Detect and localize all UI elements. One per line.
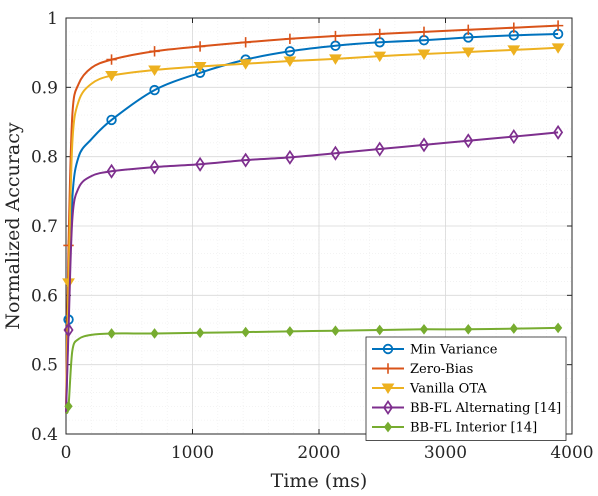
data-point: [330, 145, 341, 161]
data-point: [64, 400, 73, 412]
data-point: [148, 65, 161, 76]
x-tick-label: 1000: [171, 443, 214, 463]
legend-marker: [382, 343, 394, 355]
data-point: [150, 328, 159, 339]
data-point: [284, 149, 295, 165]
data-point: [240, 37, 251, 48]
data-point: [194, 41, 206, 52]
x-axis-title: Time (ms): [271, 470, 368, 492]
x-tick-label: 2000: [297, 443, 340, 463]
data-point: [418, 137, 430, 153]
legend-label: Zero-Bias: [410, 362, 473, 377]
legend-items: Min Variance Zero-Bias Vanilla OTA BB-FL Al…: [372, 343, 561, 436]
series-line: [65, 326, 559, 415]
axis-ticks: 0 1000 2000 3000 4000 0.4 0.5 0.6 0.7 0.8 0.9 1: [31, 9, 594, 463]
data-point: [551, 43, 565, 54]
data-point: [509, 323, 518, 334]
data-point: [374, 28, 385, 40]
y-tick-label: 0.9: [31, 78, 58, 98]
legend-entry: BB-FL Interior [14]: [372, 421, 537, 436]
data-point: [417, 49, 431, 61]
data-point: [418, 26, 430, 38]
series-3: [62, 43, 565, 414]
data-point: [508, 129, 519, 145]
series-layer: [62, 20, 565, 415]
data-point: [149, 46, 160, 57]
data-point: [107, 328, 116, 339]
data-point: [106, 114, 117, 126]
legend-marker: [381, 383, 395, 394]
data-point: [62, 278, 75, 289]
series-line: [65, 32, 559, 414]
y-tick-label: 0.7: [31, 217, 58, 237]
data-point: [373, 51, 387, 63]
data-point: [329, 54, 342, 65]
data-point: [375, 324, 384, 336]
x-tick-label: 4000: [550, 443, 593, 463]
data-point: [284, 33, 296, 44]
series-line: [65, 131, 559, 414]
legend-entry: Min Variance: [372, 343, 498, 358]
legend-label: BB-FL Alternating [14]: [410, 401, 561, 416]
legend-marker: [382, 399, 394, 416]
data-point: [508, 22, 520, 33]
data-point: [149, 159, 160, 175]
series-5: [64, 322, 563, 415]
data-point: [464, 323, 473, 335]
y-tick-label: 0.8: [31, 148, 58, 168]
data-point: [283, 56, 297, 67]
y-tick-label: 0.6: [31, 286, 58, 306]
series-4: [63, 124, 564, 414]
data-point: [106, 54, 117, 65]
data-point: [195, 327, 205, 339]
data-point: [331, 325, 340, 337]
y-tick-label: 0.5: [31, 356, 58, 376]
data-point: [284, 46, 296, 57]
data-point: [553, 322, 563, 334]
data-point: [374, 141, 385, 157]
data-point: [507, 45, 521, 56]
data-point: [240, 152, 251, 168]
data-point: [461, 47, 475, 58]
data-point: [106, 163, 117, 179]
legend-marker: [382, 363, 394, 374]
y-tick-label: 1: [47, 9, 58, 29]
data-point: [553, 124, 564, 140]
data-point: [463, 24, 474, 35]
legend-entry: BB-FL Alternating [14]: [372, 399, 561, 416]
data-point: [195, 156, 206, 172]
data-point: [241, 326, 250, 338]
data-point: [552, 20, 564, 31]
y-tick-label: 0.4: [31, 425, 58, 445]
data-point: [463, 133, 474, 149]
legend-entry: Vanilla OTA: [372, 382, 487, 397]
data-point: [239, 59, 253, 70]
data-point: [63, 322, 74, 338]
y-axis-title: Normalized Accuracy: [2, 122, 24, 329]
legend-label: BB-FL Interior [14]: [410, 421, 537, 436]
x-tick-label: 0: [61, 443, 72, 463]
series-2: [63, 20, 564, 414]
legend-label: Vanilla OTA: [409, 382, 487, 397]
data-point: [330, 40, 341, 51]
x-tick-label: 3000: [424, 443, 467, 463]
legend: Min Variance Zero-Bias Vanilla OTA BB-FL Al…: [365, 336, 567, 441]
data-point: [419, 323, 429, 335]
data-point: [330, 30, 341, 42]
legend-entry: Zero-Bias: [372, 362, 473, 377]
data-point: [285, 326, 295, 337]
data-point: [193, 62, 207, 73]
data-point: [105, 71, 118, 82]
data-point: [149, 84, 160, 96]
legend-marker: [383, 421, 393, 433]
legend-label: Min Variance: [410, 343, 498, 358]
